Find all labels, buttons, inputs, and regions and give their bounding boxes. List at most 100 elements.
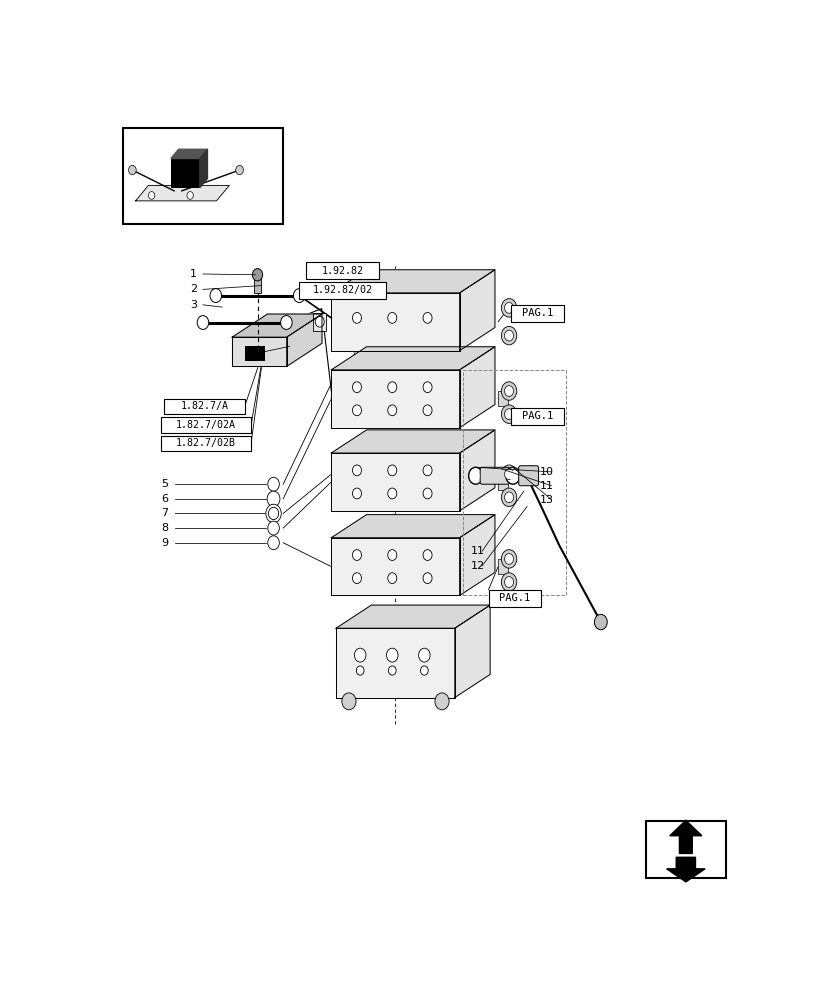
Circle shape (387, 573, 396, 584)
Polygon shape (666, 857, 705, 882)
Bar (161, 417, 251, 433)
Bar (165, 399, 245, 414)
Circle shape (352, 550, 361, 560)
Text: 10: 10 (539, 467, 553, 477)
Circle shape (501, 488, 516, 507)
Circle shape (387, 465, 396, 476)
Circle shape (501, 299, 516, 317)
Circle shape (148, 192, 155, 199)
Bar (498, 474, 507, 490)
Text: 6: 6 (161, 494, 168, 504)
Text: PAG.1: PAG.1 (499, 593, 530, 603)
Circle shape (501, 405, 516, 423)
Circle shape (387, 405, 396, 416)
Circle shape (468, 467, 482, 484)
Circle shape (509, 471, 516, 480)
Circle shape (386, 648, 398, 662)
Text: 2: 2 (190, 284, 197, 294)
Text: 11: 11 (470, 546, 484, 556)
Polygon shape (331, 293, 459, 351)
Circle shape (501, 550, 516, 568)
Circle shape (420, 666, 428, 675)
Text: 1: 1 (190, 269, 197, 279)
Circle shape (293, 289, 304, 302)
Circle shape (505, 467, 519, 484)
Circle shape (352, 465, 361, 476)
Circle shape (501, 382, 516, 400)
Text: 4: 4 (276, 341, 284, 351)
Circle shape (267, 521, 279, 535)
Circle shape (197, 316, 208, 329)
Bar (170, 158, 199, 188)
Circle shape (387, 550, 396, 560)
Circle shape (504, 409, 513, 420)
Circle shape (501, 573, 516, 591)
Circle shape (210, 289, 222, 302)
Circle shape (388, 666, 395, 675)
Text: 13: 13 (539, 495, 553, 505)
Polygon shape (136, 185, 229, 201)
Bar (305, 262, 379, 279)
Bar (488, 590, 541, 607)
Text: 8: 8 (161, 523, 168, 533)
Circle shape (354, 648, 366, 662)
Polygon shape (459, 515, 495, 595)
Circle shape (423, 550, 432, 560)
Text: 7: 7 (161, 508, 168, 518)
Text: 1.82.7/02B: 1.82.7/02B (176, 438, 236, 448)
Circle shape (267, 477, 279, 491)
Polygon shape (459, 347, 495, 428)
Polygon shape (199, 149, 208, 188)
Text: 1.92.82/02: 1.92.82/02 (312, 285, 372, 295)
Bar (122, 128, 283, 224)
Bar (462, 370, 565, 595)
Circle shape (128, 165, 136, 175)
Bar (498, 559, 507, 574)
Bar (299, 282, 385, 299)
Polygon shape (459, 430, 495, 511)
Circle shape (352, 573, 361, 584)
Circle shape (267, 536, 279, 550)
Text: 11: 11 (539, 481, 553, 491)
Circle shape (504, 330, 513, 341)
Bar (161, 436, 251, 451)
Circle shape (423, 488, 432, 499)
Circle shape (252, 269, 262, 281)
Circle shape (501, 465, 516, 483)
Text: 1.82.7/02A: 1.82.7/02A (176, 420, 236, 430)
Bar (313, 312, 326, 331)
FancyBboxPatch shape (480, 467, 509, 484)
Circle shape (434, 693, 448, 710)
Polygon shape (232, 314, 322, 337)
Circle shape (281, 317, 290, 328)
Circle shape (504, 469, 513, 480)
Circle shape (423, 573, 432, 584)
Polygon shape (331, 270, 495, 293)
Circle shape (504, 577, 513, 587)
Circle shape (423, 382, 432, 393)
Circle shape (352, 312, 361, 323)
Polygon shape (286, 314, 322, 366)
Polygon shape (459, 270, 495, 351)
Circle shape (342, 693, 356, 710)
Circle shape (280, 316, 292, 329)
Circle shape (471, 471, 479, 480)
Circle shape (356, 666, 364, 675)
Circle shape (504, 386, 513, 396)
Circle shape (504, 302, 513, 313)
Circle shape (423, 465, 432, 476)
Polygon shape (331, 370, 459, 428)
Circle shape (504, 492, 513, 503)
Circle shape (187, 192, 193, 199)
Bar (510, 305, 563, 322)
Polygon shape (331, 538, 459, 595)
FancyBboxPatch shape (518, 466, 538, 486)
Bar (498, 391, 507, 406)
Polygon shape (331, 347, 495, 370)
Circle shape (418, 648, 429, 662)
Circle shape (268, 507, 279, 520)
Circle shape (352, 488, 361, 499)
Bar (510, 408, 563, 425)
Circle shape (265, 504, 281, 523)
Circle shape (352, 382, 361, 393)
